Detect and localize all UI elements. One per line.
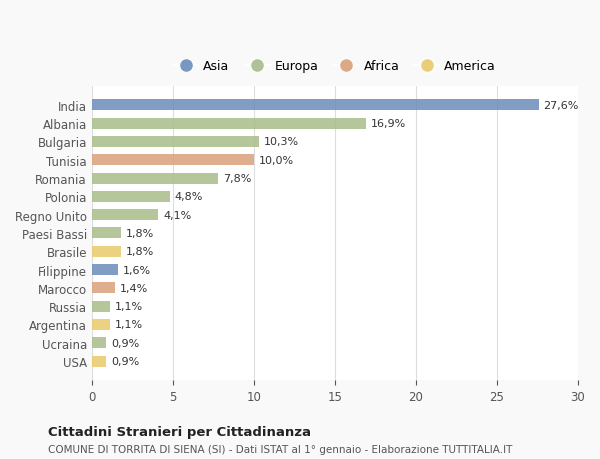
Bar <box>92 228 121 239</box>
Text: 0,9%: 0,9% <box>111 356 140 366</box>
Bar <box>92 301 110 312</box>
Text: 1,8%: 1,8% <box>126 229 154 238</box>
Text: COMUNE DI TORRITA DI SIENA (SI) - Dati ISTAT al 1° gennaio - Elaborazione TUTTIT: COMUNE DI TORRITA DI SIENA (SI) - Dati I… <box>48 444 512 454</box>
Text: 4,1%: 4,1% <box>163 210 191 220</box>
Text: 10,0%: 10,0% <box>259 156 294 165</box>
Bar <box>92 137 259 148</box>
Text: 16,9%: 16,9% <box>370 119 406 129</box>
Bar <box>92 264 118 275</box>
Bar <box>92 319 110 330</box>
Bar <box>92 283 115 294</box>
Bar <box>92 210 158 221</box>
Text: Cittadini Stranieri per Cittadinanza: Cittadini Stranieri per Cittadinanza <box>48 425 311 438</box>
Text: 27,6%: 27,6% <box>544 101 579 111</box>
Text: 1,6%: 1,6% <box>122 265 151 275</box>
Text: 1,4%: 1,4% <box>119 283 148 293</box>
Bar <box>92 246 121 257</box>
Text: 0,9%: 0,9% <box>111 338 140 348</box>
Text: 7,8%: 7,8% <box>223 174 251 184</box>
Legend: Asia, Europa, Africa, America: Asia, Europa, Africa, America <box>169 55 501 78</box>
Text: 1,1%: 1,1% <box>115 302 143 312</box>
Bar <box>92 118 365 129</box>
Bar <box>92 100 539 111</box>
Bar <box>92 155 254 166</box>
Bar <box>92 173 218 184</box>
Bar <box>92 356 106 367</box>
Bar <box>92 337 106 348</box>
Text: 10,3%: 10,3% <box>263 137 299 147</box>
Text: 4,8%: 4,8% <box>175 192 203 202</box>
Text: 1,1%: 1,1% <box>115 320 143 330</box>
Text: 1,8%: 1,8% <box>126 246 154 257</box>
Bar <box>92 191 170 202</box>
